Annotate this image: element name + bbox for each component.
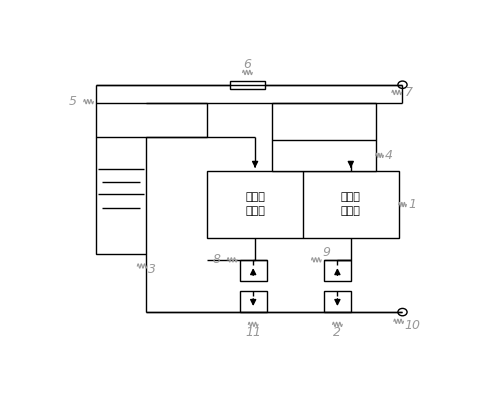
Bar [324,290,351,312]
Text: 6: 6 [244,58,251,71]
Bar [324,260,351,281]
Bar [272,140,375,171]
Text: 3: 3 [148,263,156,276]
Bar [96,137,146,254]
Bar [240,290,267,312]
Bar [207,171,399,238]
Text: 过放电: 过放电 [341,192,361,202]
Text: 11: 11 [245,326,261,339]
Text: 1: 1 [408,198,416,211]
Text: 7: 7 [405,86,412,99]
Text: 2: 2 [333,326,341,339]
Text: 4: 4 [385,149,393,162]
Text: 控制端: 控制端 [245,206,265,216]
Text: 5: 5 [69,95,77,108]
Text: 9: 9 [322,246,330,259]
Text: 控制端: 控制端 [341,206,361,216]
Bar [240,260,267,281]
Text: 10: 10 [405,320,420,332]
Text: 8: 8 [213,253,221,267]
Bar [230,81,265,89]
Text: 过充电: 过充电 [245,192,265,202]
